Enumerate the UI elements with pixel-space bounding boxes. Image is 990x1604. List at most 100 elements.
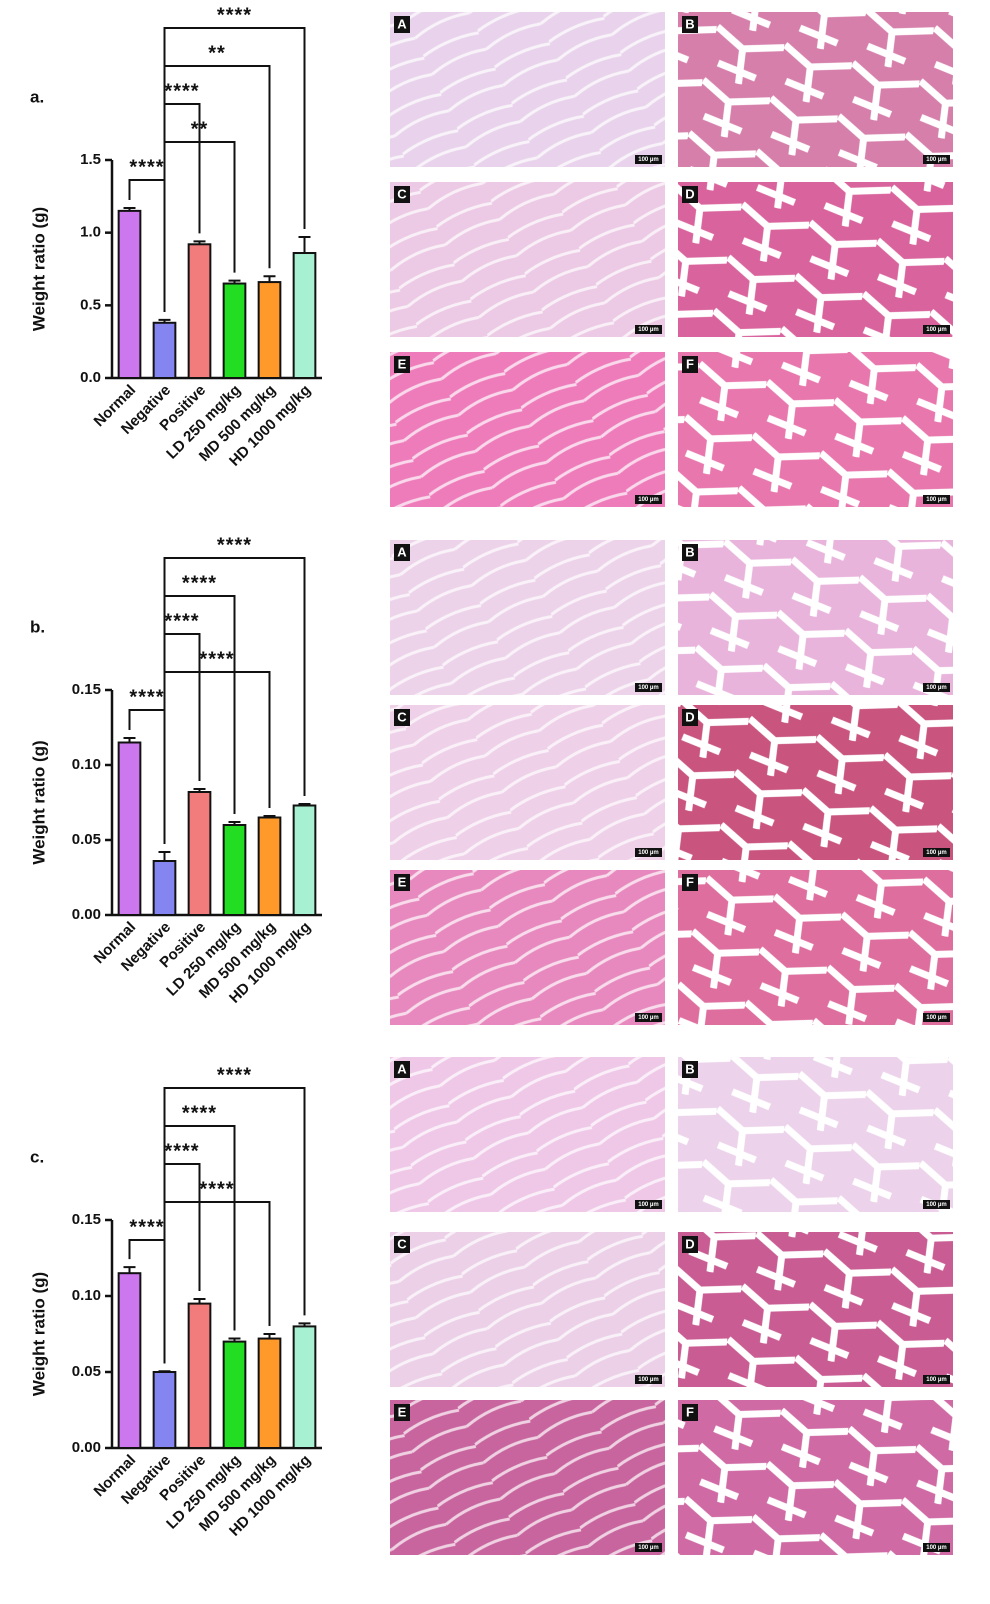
error-bar	[298, 236, 311, 254]
micrograph-label: D	[685, 186, 694, 201]
micrograph-texture	[390, 182, 665, 337]
micrograph-label: A	[397, 16, 407, 31]
y-tick-label: 0.15	[72, 681, 101, 698]
panel-label: c.	[30, 1147, 44, 1166]
significance-label: ****	[217, 4, 252, 26]
label-box	[682, 186, 698, 203]
label-box	[682, 874, 698, 891]
scale-box	[923, 848, 950, 857]
error-bar	[228, 821, 241, 825]
significance-label: ****	[164, 80, 199, 102]
micrograph-label: F	[686, 874, 694, 889]
error-bar	[123, 1266, 136, 1274]
significance-label: ****	[164, 610, 199, 632]
bar	[152, 1371, 177, 1449]
y-tick-label: 0.00	[72, 1439, 101, 1456]
bar	[292, 804, 317, 916]
label-box	[394, 874, 410, 891]
bar	[292, 252, 317, 379]
label-box	[682, 356, 698, 373]
scale-bar-label: 100 µm	[638, 1377, 658, 1383]
scale-bar-label: 100 µm	[926, 1015, 946, 1021]
scale-bar-label: 100 µm	[926, 1377, 946, 1383]
error-bar	[158, 1370, 171, 1373]
scale-bar-label: 100 µm	[638, 327, 658, 333]
scale-bar-label: 100 µm	[638, 1015, 658, 1021]
error-bar	[193, 1298, 206, 1304]
scale-bar-label: 100 µm	[926, 685, 946, 691]
micrograph-label: A	[397, 544, 407, 559]
label-box	[394, 16, 410, 33]
y-tick-label: 1.0	[80, 224, 101, 241]
micrograph-texture	[678, 182, 953, 337]
scale-bar-label: 100 µm	[638, 850, 658, 856]
label-box	[682, 709, 698, 726]
scale-box	[635, 1013, 662, 1022]
bar	[222, 1340, 247, 1449]
micrograph-label: E	[398, 356, 407, 371]
y-axis-label: Weight ratio (g)	[29, 1272, 48, 1396]
scale-bar-label: 100 µm	[926, 850, 946, 856]
scale-bar-label: 100 µm	[926, 157, 946, 163]
significance-label: ****	[129, 686, 164, 708]
bar	[187, 243, 212, 379]
scale-box	[923, 1200, 950, 1209]
error-bar	[263, 1333, 276, 1339]
bar	[292, 1325, 317, 1450]
error-bar	[298, 1322, 311, 1327]
label-box	[394, 1236, 410, 1253]
micrograph-texture	[678, 1232, 953, 1387]
significance-label: ****	[199, 1178, 234, 1200]
label-box	[394, 186, 410, 203]
y-tick-label: 0.10	[72, 1287, 101, 1304]
scale-box	[923, 155, 950, 164]
error-bar	[158, 318, 171, 323]
significance-label: ****	[164, 1140, 199, 1162]
bar	[187, 1302, 212, 1449]
micrograph-texture	[390, 540, 665, 695]
significance-bracket	[163, 27, 306, 312]
micrograph-texture	[678, 12, 953, 167]
significance-label: ****	[129, 156, 164, 178]
micrograph-texture	[390, 705, 665, 860]
significance-label: ****	[217, 534, 252, 556]
error-bar	[263, 815, 276, 818]
significance-bracket	[163, 557, 306, 844]
label-box	[682, 1061, 698, 1078]
bar	[117, 1272, 142, 1449]
label-box	[682, 16, 698, 33]
significance-label: ****	[217, 1064, 252, 1086]
y-tick-label: 0.00	[72, 906, 101, 923]
scale-box	[635, 1200, 662, 1209]
micrograph-label: A	[397, 1061, 407, 1076]
scale-box	[923, 1013, 950, 1022]
significance-label: ****	[182, 1102, 217, 1124]
scale-bar-label: 100 µm	[638, 1202, 658, 1208]
scale-bar-label: 100 µm	[926, 327, 946, 333]
bar	[257, 816, 282, 916]
significance-bracket	[163, 1087, 306, 1364]
y-tick-label: 0.05	[72, 831, 101, 848]
micrograph-texture	[678, 352, 953, 507]
label-box	[394, 709, 410, 726]
bar	[222, 282, 247, 379]
scale-bar-label: 100 µm	[638, 157, 658, 163]
micrograph-texture	[678, 870, 953, 1025]
error-bar	[298, 803, 311, 806]
y-tick-label: 0.0	[80, 369, 101, 386]
scale-box	[635, 1375, 662, 1384]
panel-label: a.	[30, 87, 44, 106]
significance-bracket	[163, 65, 271, 312]
significance-bracket	[163, 1201, 271, 1364]
micrograph-texture	[390, 870, 665, 1025]
error-bar	[193, 240, 206, 245]
significance-bracket	[163, 671, 271, 844]
scale-box	[635, 325, 662, 334]
label-box	[394, 1061, 410, 1078]
micrograph-label: E	[398, 874, 407, 889]
scale-bar-label: 100 µm	[926, 1202, 946, 1208]
scale-box	[635, 495, 662, 504]
micrograph-label: F	[686, 1404, 694, 1419]
micrograph-texture	[678, 1400, 953, 1555]
